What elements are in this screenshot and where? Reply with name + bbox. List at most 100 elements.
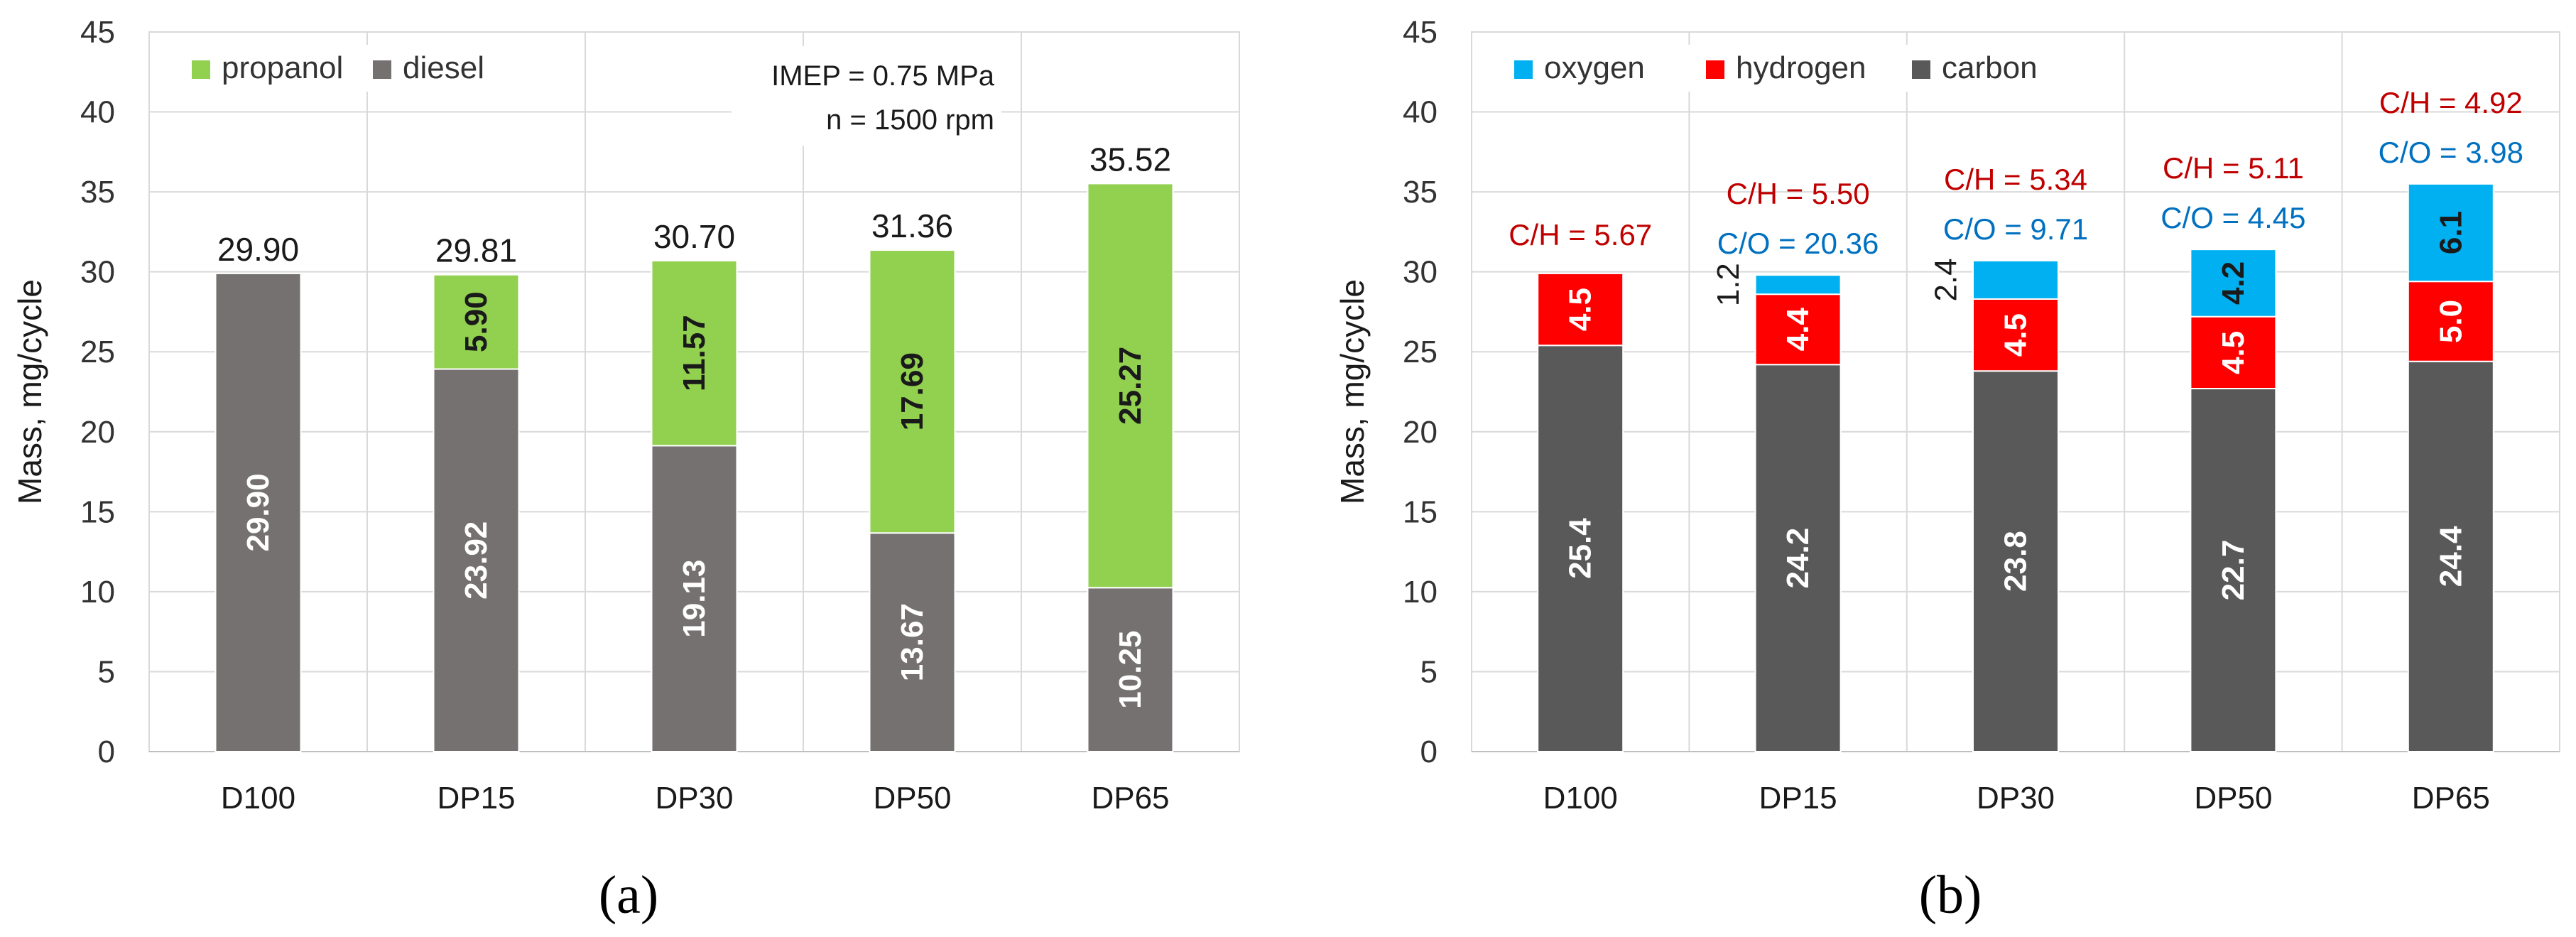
bar-propanol [1087, 183, 1174, 589]
data-label-diesel: 19.13 [677, 560, 712, 638]
y-tick-label: 15 [1403, 494, 1438, 529]
x-tick-label: D100 [1543, 781, 1618, 816]
bar-diesel [433, 368, 520, 752]
y-tick-label: 0 [1420, 735, 1438, 769]
x-tick-label: DP65 [2412, 781, 2490, 816]
legend-swatch-diesel [373, 60, 391, 79]
x-tick-label: DP65 [1091, 781, 1169, 816]
y-tick-label: 20 [1403, 415, 1438, 450]
bar-propanol [869, 249, 956, 534]
legend-label-oxygen: oxygen [1544, 50, 1645, 85]
y-tick-label: 25 [80, 335, 115, 369]
bar-diesel [1087, 587, 1174, 752]
total-label: 29.90 [217, 231, 299, 268]
y-tick-label: 45 [80, 15, 115, 50]
bar-diesel [214, 272, 302, 752]
co-ratio-label: C/O = 3.98 [2379, 136, 2523, 169]
data-label-hydrogen: 4.5 [1563, 288, 1598, 331]
data-label-carbon: 24.2 [1781, 528, 1815, 589]
co-ratio-label: C/O = 4.45 [2161, 201, 2305, 234]
y-tick-label: 40 [80, 95, 115, 130]
legend-swatch-carbon [1912, 60, 1930, 79]
y-tick-label: 25 [1403, 335, 1438, 369]
bar-oxygen [2190, 249, 2277, 318]
y-tick-label: 30 [1403, 255, 1438, 290]
co-ratio-label: C/O = 20.36 [1717, 227, 1879, 260]
data-label-oxygen: 6.1 [2433, 211, 2468, 254]
bar-hydrogen [1972, 298, 2059, 372]
data-label-oxygen: 4.2 [2216, 261, 2251, 305]
total-label: 30.70 [653, 218, 735, 255]
legend-label-carbon: carbon [1942, 50, 2038, 85]
y-tick-label: 10 [1403, 575, 1438, 610]
total-label: 31.36 [871, 207, 953, 244]
total-label: 29.81 [435, 232, 517, 269]
bar-propanol [651, 259, 738, 447]
y-axis-title: Mass, mg/cycle [11, 279, 48, 504]
data-label-diesel: 23.92 [459, 521, 494, 600]
bar-oxygen [2407, 183, 2494, 283]
bar-diesel [651, 445, 738, 752]
x-tick-label: DP30 [1977, 781, 2055, 816]
legend-label-diesel: diesel [403, 50, 484, 85]
y-tick-label: 35 [80, 175, 115, 210]
data-label-propanol: 5.90 [459, 291, 494, 352]
total-label: 35.52 [1089, 141, 1171, 178]
co-ratio-label: C/O = 9.71 [1943, 212, 2088, 246]
y-tick-label: 0 [98, 735, 115, 769]
data-label-diesel: 29.90 [241, 473, 276, 551]
legend: propanol diesel [178, 45, 540, 92]
data-label-carbon: 25.4 [1563, 518, 1598, 579]
bar-carbon [2190, 387, 2277, 753]
conditions-annotation: n = 1500 rpm [826, 104, 994, 136]
bar-propanol [433, 273, 520, 370]
ch-ratio-label: C/H = 5.50 [1727, 177, 1870, 210]
ch-ratio-label: C/H = 5.67 [1509, 218, 1652, 251]
data-label-diesel: 10.25 [1113, 631, 1148, 709]
data-label-hydrogen: 4.5 [2216, 331, 2251, 374]
y-tick-label: 20 [80, 415, 115, 450]
bar-hydrogen [1537, 272, 1624, 347]
legend-background [1500, 45, 2054, 92]
legend-swatch-propanol [192, 60, 210, 79]
legend: oxygen hydrogen carbon [1500, 45, 2054, 92]
legend-swatch-oxygen [1514, 60, 1533, 79]
x-tick-label: DP15 [437, 781, 515, 816]
data-label-carbon: 24.4 [2433, 526, 2468, 587]
bar-oxygen [1972, 259, 2059, 300]
chart-panel-b: 0 5 10 15 20 25 30 35 40 45 Mass, mg/cycle 25.4 4.5 C… [1334, 15, 2560, 925]
data-label-oxygen: 1.2 [1711, 263, 1746, 306]
data-label-propanol: 25.27 [1113, 347, 1148, 425]
ch-ratio-label: C/H = 5.11 [2163, 151, 2304, 185]
x-tick-label: DP50 [2194, 781, 2272, 816]
y-tick-label: 35 [1403, 175, 1438, 210]
data-label-propanol: 17.69 [895, 352, 930, 430]
data-label-oxygen: 2.4 [1929, 258, 1964, 301]
y-tick-label: 40 [1403, 95, 1438, 130]
x-tick-label: DP30 [655, 781, 733, 816]
conditions-annotation: IMEP = 0.75 MPa [771, 60, 995, 92]
x-tick-label: DP15 [1759, 781, 1837, 816]
data-label-propanol: 11.57 [677, 315, 712, 391]
data-label-hydrogen: 5.0 [2433, 300, 2468, 343]
chart-panel-a: 0 5 10 15 20 25 30 35 40 45 Mass, mg/cycle 29.90 29.… [11, 15, 1240, 925]
bar-oxygen [1754, 274, 1842, 296]
data-label-carbon: 23.8 [1999, 531, 2033, 592]
bar-carbon [1754, 364, 1842, 752]
y-tick-label: 5 [98, 654, 115, 689]
y-tick-label: 15 [80, 494, 115, 529]
legend-label-propanol: propanol [222, 50, 343, 85]
y-axis-title: Mass, mg/cycle [1334, 279, 1371, 504]
y-tick-label: 10 [80, 575, 115, 610]
data-label-diesel: 13.67 [895, 603, 930, 681]
data-label-carbon: 22.7 [2216, 540, 2251, 601]
y-tick-label: 30 [80, 255, 115, 290]
annotation-background [732, 46, 1001, 146]
legend-background [178, 45, 540, 92]
panel-caption: (a) [599, 865, 658, 925]
legend-swatch-hydrogen [1706, 60, 1724, 79]
bar-carbon [2407, 360, 2494, 752]
y-tick-label: 45 [1403, 15, 1438, 50]
x-tick-label: DP50 [873, 781, 951, 816]
